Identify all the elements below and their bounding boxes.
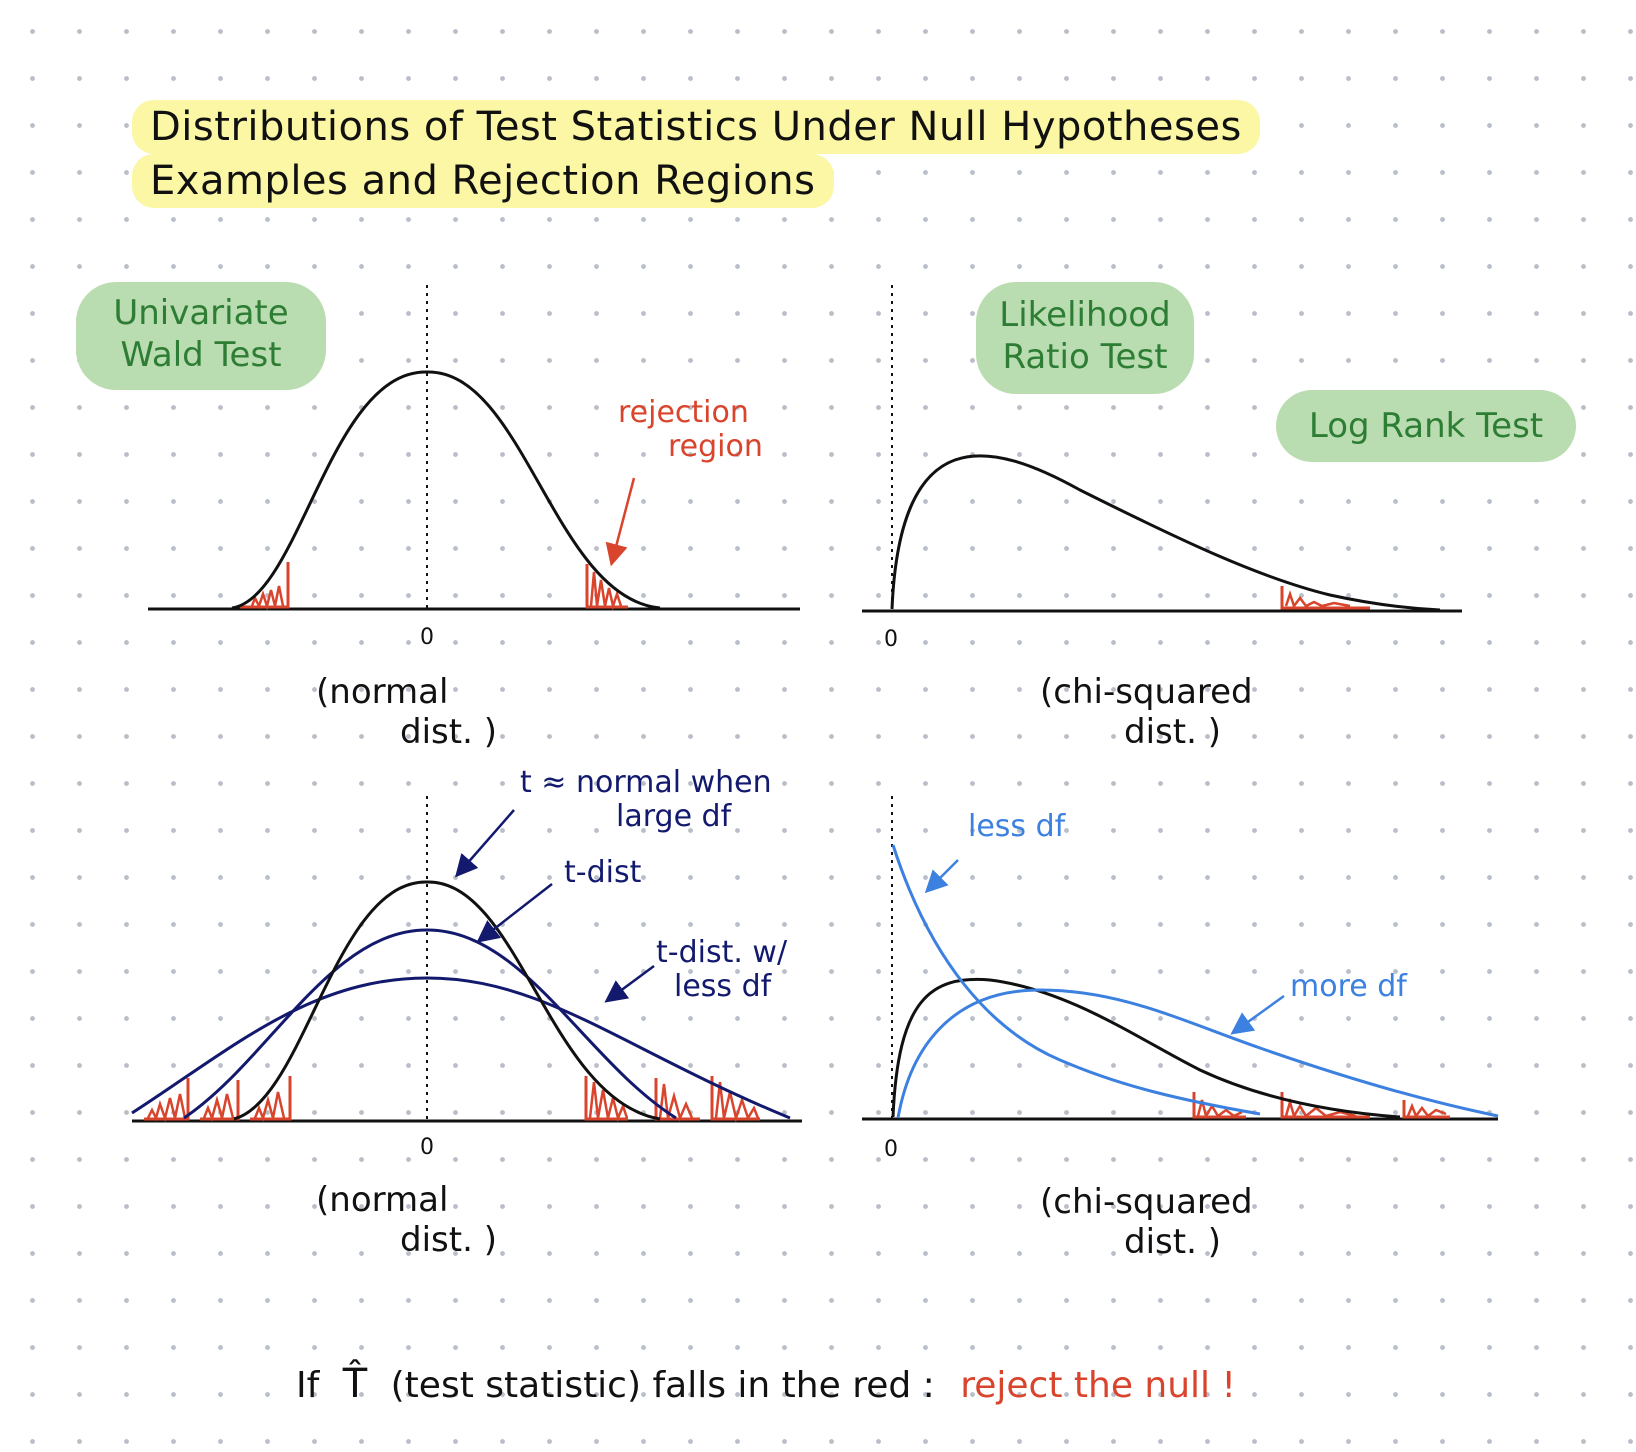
rejection-hatch-chi-top: [1284, 590, 1351, 609]
panel-chi-top: [862, 285, 1462, 613]
rejection-region-right-normal-top: [585, 564, 628, 609]
rejection-region-chi-bottom: [1280, 1092, 1370, 1119]
rejection-hatch-more-df: [1406, 1102, 1447, 1119]
likelihood-ratio-badge: Likelihood Ratio Test: [976, 282, 1194, 394]
caption-chi-top-line-1: (chi-squared: [1040, 672, 1253, 712]
rejection-hatch-left-normal-top: [250, 585, 285, 611]
zero-label-chi-bottom: 0: [884, 1137, 898, 1162]
rejection-hatch-chi-bottom: [1284, 1097, 1357, 1120]
footer-middle: (test statistic) falls in the red :: [390, 1365, 935, 1406]
title-line-1: Distributions of Test Statistics Under N…: [132, 100, 1260, 154]
caption-chi-bottom: (chi-squared dist. ): [1040, 1182, 1253, 1262]
normal-curve-top: [231, 370, 661, 610]
footer-conclusion: reject the null !: [960, 1365, 1236, 1406]
chi-squared-less-df-curve: [891, 844, 1261, 1116]
panel-normal-top: [148, 285, 800, 611]
t-dist-curve: [183, 928, 677, 1120]
chi-squared-curve-top: [890, 454, 1441, 612]
rejection-region-normal-right: [584, 1076, 628, 1121]
rejection-arrow: [605, 477, 636, 567]
rejection-region-label: rejection region: [618, 396, 763, 464]
chi-squared-more-df-curve: [896, 988, 1499, 1119]
footer-note: If T̂ (test statistic) falls in the red …: [296, 1364, 1236, 1406]
caption-chi-bottom-line-1: (chi-squared: [1040, 1182, 1253, 1222]
footer-symbol: T̂: [342, 1361, 368, 1407]
likelihood-ratio-badge-line-1: Likelihood: [999, 295, 1171, 335]
caption-normal-bottom: (normal dist. ): [316, 1180, 497, 1260]
rejection-region-label-line-1: rejection: [618, 395, 749, 430]
rejection-region-more-df: [1402, 1100, 1450, 1119]
likelihood-ratio-badge-line-2: Ratio Test: [1002, 337, 1168, 377]
title-line-2: Examples and Rejection Regions: [132, 154, 834, 208]
t-dist-less-df-label-line-1: t-dist. w/: [656, 935, 788, 970]
caption-chi-bottom-line-2: dist. ): [1124, 1222, 1221, 1262]
t-dist-arrow: [476, 883, 553, 943]
wald-test-badge: Univariate Wald Test: [76, 282, 326, 390]
t-dist-less-df-label: t-dist. w/ less df: [656, 936, 787, 1004]
normal-approx-label: t ≈ normal when large df: [520, 766, 772, 834]
less-df-label: less df: [968, 809, 1066, 844]
caption-normal-top-line-1: (normal: [316, 672, 449, 712]
rejection-hatch-tless-left: [146, 1093, 187, 1123]
rejection-hatch-normal-right: [588, 1081, 629, 1122]
caption-chi-top: (chi-squared dist. ): [1040, 672, 1253, 752]
normal-approx-label-line-2: large df: [616, 799, 732, 834]
caption-normal-bottom-line-1: (normal: [316, 1180, 449, 1220]
zero-label-normal-top: 0: [420, 625, 434, 650]
rejection-hatch-tless-right: [714, 1081, 760, 1123]
rejection-region-tless-left: [144, 1078, 190, 1121]
rejection-region-left-normal-top: [240, 562, 290, 609]
caption-chi-top-line-2: dist. ): [1124, 712, 1221, 752]
t-dist-less-df-label-line-2: less df: [674, 969, 772, 1004]
more-df-label: more df: [1290, 969, 1407, 1004]
log-rank-badge: Log Rank Test: [1276, 390, 1576, 462]
more-df-arrow: [1230, 994, 1285, 1035]
wald-test-badge-line-2: Wald Test: [120, 335, 282, 375]
less-df-arrow: [924, 859, 959, 894]
t-dist-label: t-dist: [564, 855, 642, 890]
caption-normal-bottom-line-2: dist. ): [400, 1220, 497, 1260]
chi-squared-curve-bottom: [891, 977, 1401, 1119]
normal-curve-bottom: [233, 880, 661, 1121]
caption-normal-top-line-2: dist. ): [400, 712, 497, 752]
panel-chi-bottom: [862, 796, 1499, 1121]
caption-normal-top: (normal dist. ): [316, 672, 497, 752]
t-dist-less-df-curve: [131, 976, 791, 1120]
rejection-region-chi-top: [1280, 586, 1370, 610]
rejection-region-label-line-2: region: [668, 429, 763, 464]
t-dist-less-arrow: [604, 964, 655, 1003]
rejection-hatch-t-left: [202, 1093, 235, 1122]
rejection-hatch-right-normal-top: [589, 571, 623, 611]
normal-approx-label-line-1: t ≈ normal when: [520, 765, 772, 800]
rejection-hatch-normal-left: [253, 1091, 286, 1122]
zero-label-chi-top: 0: [884, 627, 898, 652]
panel-normal-bottom: [131, 796, 802, 1123]
normal-arrow: [455, 809, 515, 878]
rejection-region-tless-right: [710, 1076, 760, 1121]
zero-label-normal-bottom: 0: [420, 1135, 434, 1160]
footer-prefix: If: [296, 1365, 320, 1406]
wald-test-badge-line-1: Univariate: [113, 293, 289, 333]
rejection-hatch-t-right: [658, 1083, 694, 1122]
